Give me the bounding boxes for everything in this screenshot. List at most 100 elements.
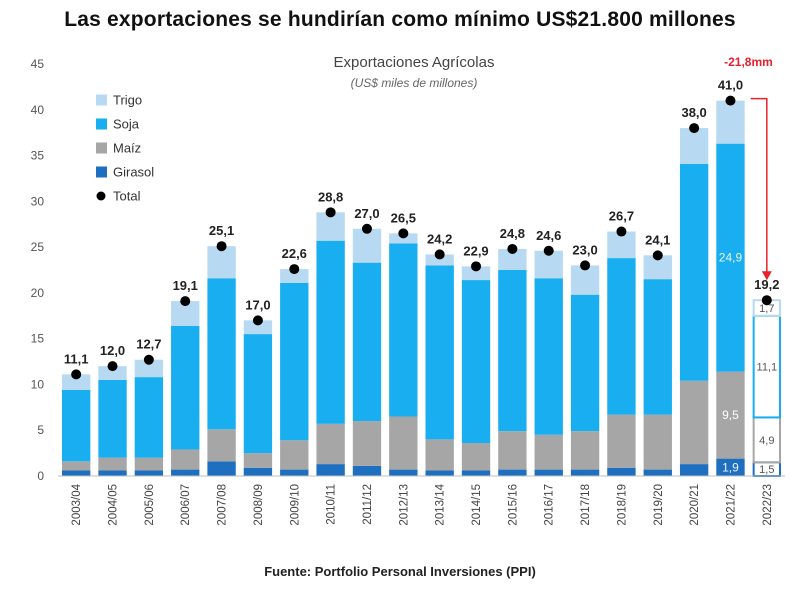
bar-segment-soja	[679, 163, 709, 381]
bar-segment-soja	[389, 243, 418, 417]
segment-label: 1,9	[722, 460, 739, 474]
total-dot	[180, 296, 191, 307]
total-label: 24,1	[645, 232, 670, 247]
bar-segment-trigo	[134, 359, 164, 378]
chart-title: Exportaciones Agrícolas	[334, 54, 495, 71]
total-label: 17,0	[245, 297, 270, 312]
bar-segment-girasol	[679, 464, 709, 476]
total-label: 19,2	[754, 277, 779, 292]
bar-segment-maiz	[679, 380, 709, 465]
bar-segment-soja	[171, 325, 200, 450]
bar-segment-soja	[425, 265, 454, 440]
legend-label: Maíz	[113, 141, 141, 156]
bar-segment-soja	[643, 279, 672, 415]
total-dot	[252, 315, 263, 326]
bar-segment-girasol	[607, 467, 636, 476]
x-tick-label: 2018/19	[616, 484, 628, 526]
total-dot	[507, 243, 518, 254]
bar-segment-girasol	[280, 469, 309, 476]
y-tick-label: 10	[31, 377, 45, 391]
bar-segment-girasol	[643, 469, 672, 476]
bar-segment-maiz	[425, 439, 454, 471]
segment-label: 11,1	[757, 362, 778, 374]
segment-label: 4,9	[759, 435, 774, 447]
bar-segment-girasol	[207, 461, 236, 476]
bar-segment-soja	[534, 278, 563, 435]
bar-segment-maiz	[98, 457, 127, 471]
segment-label: 1,5	[759, 464, 774, 476]
y-tick-label: 35	[31, 149, 45, 163]
bar-segment-trigo	[461, 266, 491, 281]
annotation-label: -21,8mm	[724, 55, 773, 69]
y-tick-label: 15	[31, 332, 45, 346]
y-tick-label: 25	[31, 240, 45, 254]
bar-segment-trigo	[643, 255, 672, 280]
total-dot	[471, 261, 482, 272]
bar-segment-maiz	[498, 431, 527, 470]
total-label: 23,0	[572, 242, 597, 257]
x-tick-label: 2014/15	[471, 484, 483, 526]
legend-swatch-maiz	[96, 142, 107, 154]
total-dot	[289, 264, 300, 275]
bar-segment-trigo	[352, 228, 382, 263]
bar-segment-maiz	[607, 414, 636, 468]
bar-segment-maiz	[752, 416, 782, 464]
total-label: 24,2	[427, 231, 452, 246]
x-tick-label: 2004/05	[108, 484, 120, 526]
data-labels: 11,1 12,0 12,7 19,1 25,1 17,0 22,6 28,8 27,0 26,5…	[64, 78, 780, 477]
bar-segment-girasol	[716, 458, 745, 476]
total-dot	[434, 249, 445, 260]
annotation-arrowhead	[761, 271, 772, 281]
total-dot	[71, 369, 82, 380]
legend-swatch-girasol	[96, 166, 107, 178]
bar-segment-girasol	[570, 469, 600, 476]
total-label: 28,8	[318, 189, 343, 204]
x-axis: 2003/04 2004/05 2005/06 2006/07 2007/08 2008/…	[58, 475, 785, 526]
legend-swatch-trigo	[96, 94, 107, 106]
bar-segment-soja	[352, 262, 382, 422]
bar-segment-soja	[98, 379, 127, 458]
bar-segment-girasol	[352, 465, 382, 476]
bar-segment-girasol	[498, 469, 527, 476]
bar-segment-soja	[607, 258, 636, 415]
bar-segment-soja	[243, 334, 273, 454]
total-label: 38,0	[681, 105, 706, 120]
x-tick-label: 2007/08	[217, 484, 229, 526]
bar-segment-soja	[752, 314, 782, 419]
total-dot	[216, 241, 227, 252]
legend-label: Girasol	[113, 165, 154, 180]
y-tick-label: 0	[37, 469, 44, 483]
legend-label: Total	[113, 189, 141, 204]
headline: Las exportaciones se hundirían como míni…	[64, 8, 736, 31]
bar-segment-maiz	[61, 461, 91, 471]
bar-segment-maiz	[570, 431, 600, 470]
x-tick-label: 2010/11	[326, 484, 338, 525]
source-note: Fuente: Portfolio Personal Inversiones (…	[264, 564, 536, 579]
bar-segment-maiz	[171, 449, 200, 470]
x-tick-label: 2005/06	[144, 484, 156, 526]
bar-segment-soja	[280, 282, 309, 441]
bar-segment-maiz	[207, 429, 236, 462]
total-dot	[543, 245, 554, 256]
total-label: 11,1	[64, 351, 89, 366]
total-dot	[689, 123, 700, 134]
legend-swatch-soja	[96, 118, 107, 130]
bar-segment-maiz	[716, 371, 745, 459]
total-label: 22,9	[463, 243, 488, 258]
bar-segment-maiz	[389, 416, 418, 470]
total-dot	[325, 207, 336, 218]
x-tick-label: 2022/23	[762, 484, 774, 526]
bar-segment-maiz	[352, 421, 382, 466]
bars	[61, 100, 782, 477]
bar-segment-soja	[570, 294, 600, 432]
total-dot	[725, 95, 736, 106]
x-tick-label: 2008/09	[253, 484, 265, 526]
total-label: 41,0	[718, 78, 743, 93]
bar-segment-girasol	[461, 470, 491, 476]
annotation-arrow-line	[750, 97, 768, 273]
total-label: 27,0	[354, 206, 379, 221]
bar-segment-trigo	[207, 246, 236, 279]
legend-label: Soja	[113, 117, 140, 132]
bar-segment-girasol	[534, 469, 563, 476]
y-axis: 0 5 10 15 20 25 30 35 40 45	[31, 57, 45, 483]
